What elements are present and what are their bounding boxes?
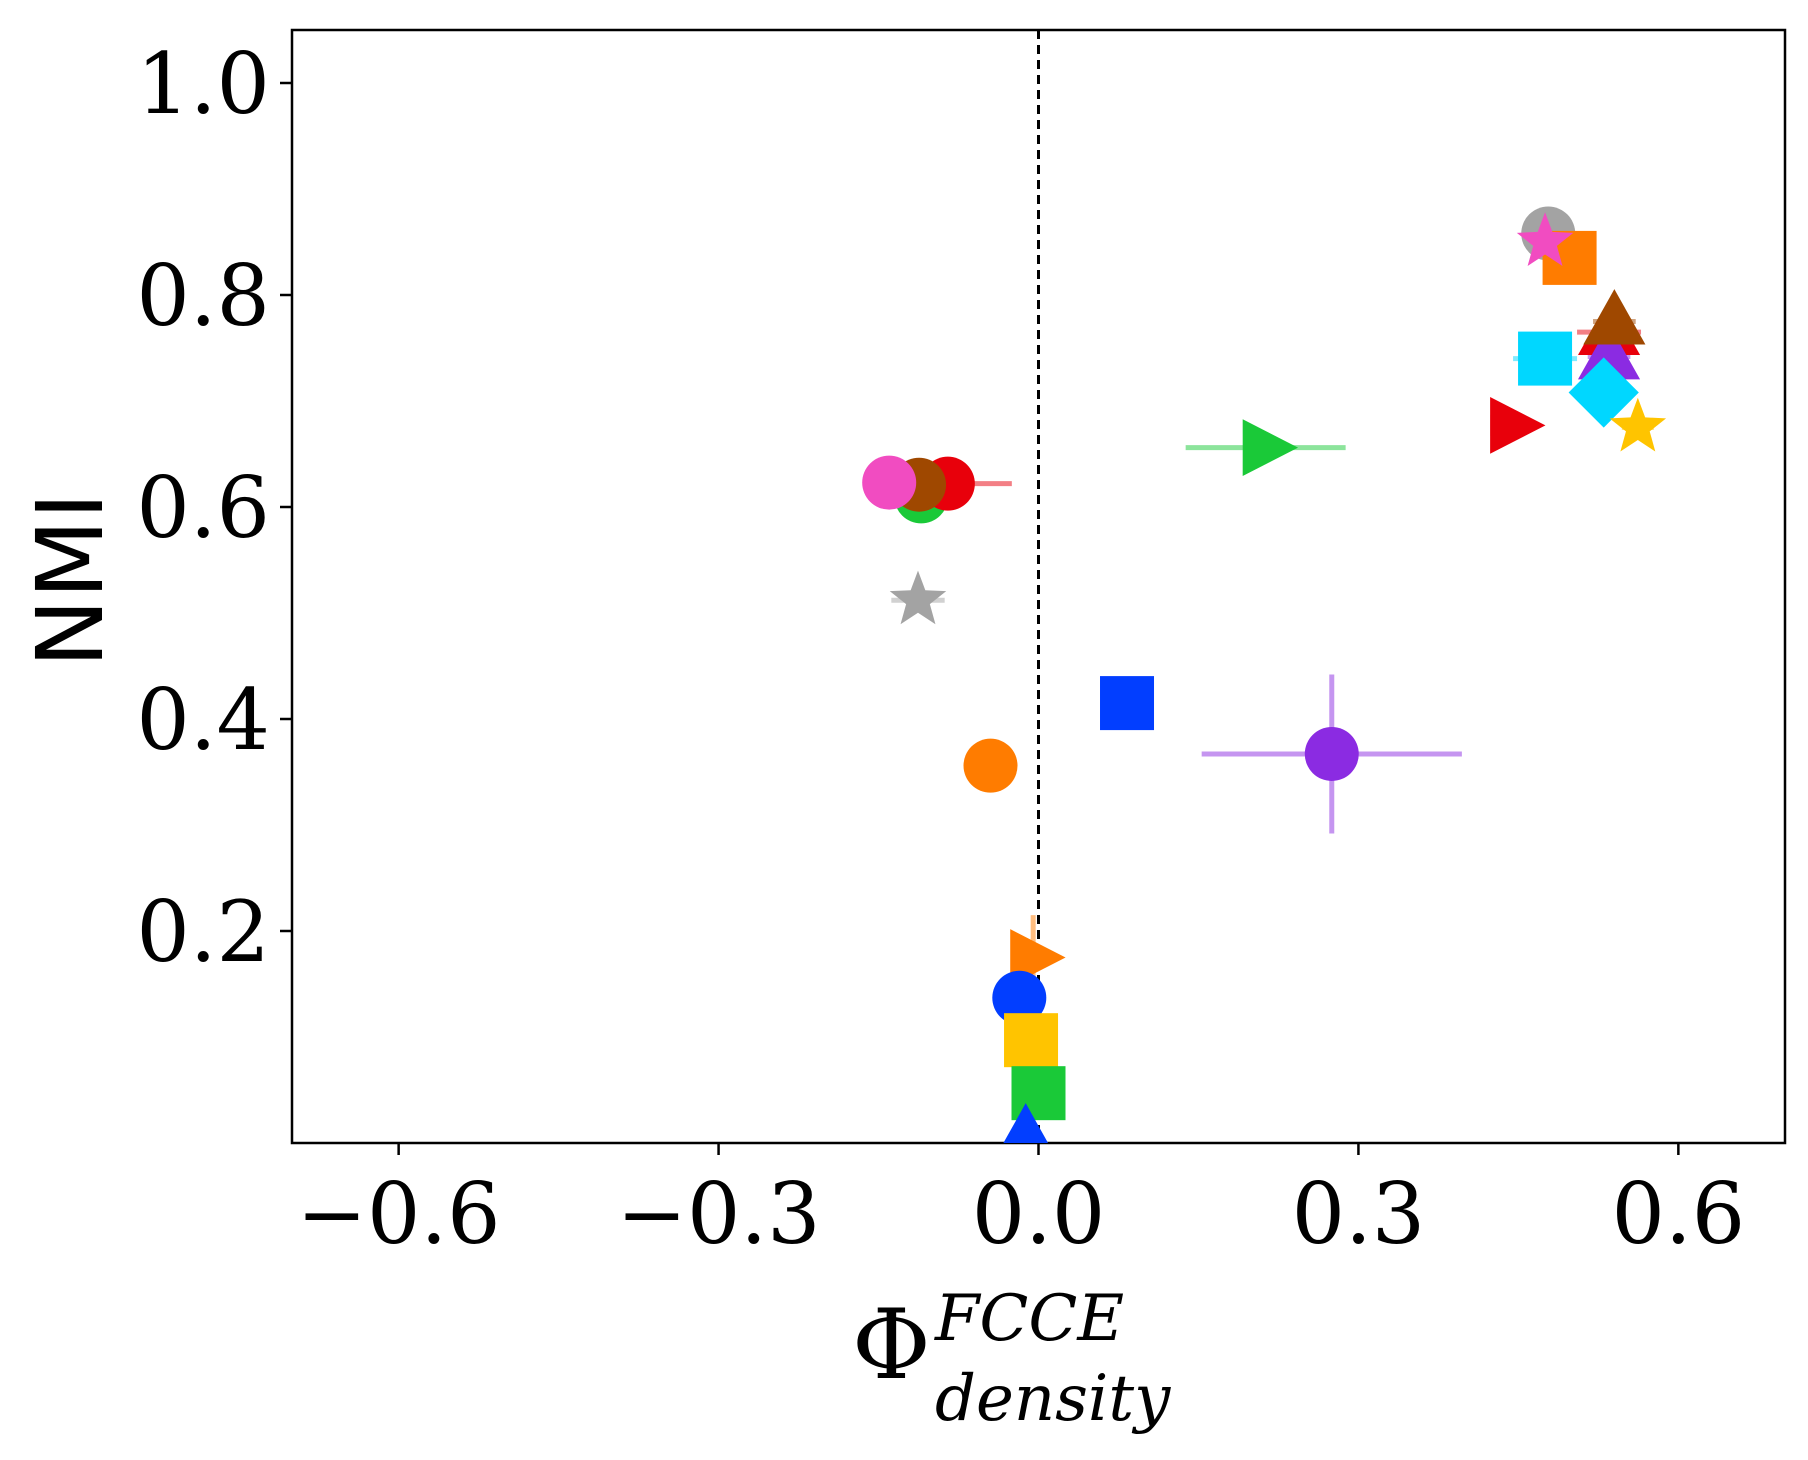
square-marker bbox=[1004, 1013, 1059, 1068]
star-marker bbox=[1609, 397, 1667, 452]
x-axis-label: Φ FCCE density bbox=[852, 1282, 1171, 1436]
triangle-up-marker bbox=[1583, 289, 1646, 345]
triangle-right-marker bbox=[1242, 419, 1299, 476]
square-marker bbox=[1518, 331, 1573, 386]
square-marker bbox=[1100, 676, 1155, 731]
y-tick-label: 0.2 bbox=[136, 883, 270, 981]
x-axis-label-base: Φ bbox=[852, 1289, 931, 1401]
circle-marker bbox=[992, 970, 1047, 1025]
star-marker bbox=[1516, 212, 1574, 267]
square-marker bbox=[1011, 1066, 1066, 1121]
y-axis-ticks: 0.2 0.4 0.6 0.8 1.0 bbox=[136, 35, 292, 981]
y-tick-label: 1.0 bbox=[136, 35, 270, 133]
x-tick-label: −0.3 bbox=[617, 1165, 821, 1263]
x-tick-label: 0.6 bbox=[1612, 1165, 1746, 1263]
y-tick-label: 0.8 bbox=[136, 247, 270, 345]
x-axis-ticks: −0.6 −0.3 0.0 0.3 0.6 bbox=[297, 1143, 1746, 1263]
x-tick-label: −0.6 bbox=[297, 1165, 501, 1263]
star-marker bbox=[889, 570, 947, 625]
circle-marker bbox=[1304, 726, 1359, 781]
diamond-marker bbox=[1568, 357, 1639, 428]
circle-marker bbox=[862, 455, 917, 510]
x-tick-label: 0.3 bbox=[1292, 1165, 1426, 1263]
triangle-right-marker bbox=[1490, 397, 1546, 454]
y-axis-label: NMI bbox=[17, 492, 124, 667]
x-axis-label-subscript: density bbox=[935, 1362, 1171, 1436]
triangle-up-marker bbox=[1577, 324, 1641, 380]
y-tick-label: 0.6 bbox=[136, 459, 270, 557]
triangle-up-marker bbox=[1003, 1103, 1049, 1143]
circle-marker bbox=[963, 738, 1018, 793]
x-tick-label: 0.0 bbox=[972, 1165, 1106, 1263]
data-points bbox=[862, 206, 1667, 1143]
x-axis-label-superscript: FCCE bbox=[934, 1282, 1124, 1356]
y-tick-label: 0.4 bbox=[136, 671, 270, 769]
